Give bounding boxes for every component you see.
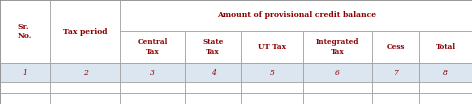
Bar — [419, 31, 472, 63]
Text: Total: Total — [436, 43, 455, 51]
Bar — [372, 31, 419, 63]
Bar — [0, 63, 50, 82]
Bar — [50, 82, 120, 93]
Bar — [185, 63, 241, 82]
Text: UT Tax: UT Tax — [258, 43, 286, 51]
Bar — [241, 31, 303, 63]
Bar — [303, 93, 372, 104]
Text: Central
Tax: Central Tax — [137, 38, 168, 56]
Text: Cess: Cess — [387, 43, 405, 51]
Bar — [0, 93, 50, 104]
Bar — [419, 93, 472, 104]
Bar — [185, 31, 241, 63]
Bar — [241, 93, 303, 104]
Text: State
Tax: State Tax — [202, 38, 224, 56]
Bar — [120, 31, 185, 63]
Bar — [372, 82, 419, 93]
Text: 2: 2 — [83, 69, 87, 77]
Text: Amount of provisional credit balance: Amount of provisional credit balance — [217, 11, 376, 19]
Bar — [50, 63, 120, 82]
Bar — [303, 63, 372, 82]
Bar — [50, 93, 120, 104]
Bar — [120, 0, 472, 31]
Text: Tax period: Tax period — [63, 28, 107, 36]
Bar — [50, 0, 120, 63]
Text: Integrated
Tax: Integrated Tax — [316, 38, 359, 56]
Text: Sr.
No.: Sr. No. — [18, 23, 32, 40]
Text: 8: 8 — [443, 69, 448, 77]
Bar — [120, 63, 185, 82]
Text: 3: 3 — [150, 69, 155, 77]
Bar — [303, 82, 372, 93]
Bar — [419, 63, 472, 82]
Bar — [0, 0, 50, 63]
Text: 7: 7 — [393, 69, 398, 77]
Text: 4: 4 — [211, 69, 216, 77]
Text: 5: 5 — [270, 69, 275, 77]
Bar — [372, 63, 419, 82]
Bar — [185, 82, 241, 93]
Bar — [0, 82, 50, 93]
Bar — [372, 93, 419, 104]
Bar — [120, 93, 185, 104]
Bar — [303, 31, 372, 63]
Bar — [185, 93, 241, 104]
Bar — [241, 63, 303, 82]
Text: 1: 1 — [23, 69, 27, 77]
Bar — [241, 82, 303, 93]
Text: 6: 6 — [335, 69, 340, 77]
Bar — [419, 82, 472, 93]
Bar — [120, 82, 185, 93]
